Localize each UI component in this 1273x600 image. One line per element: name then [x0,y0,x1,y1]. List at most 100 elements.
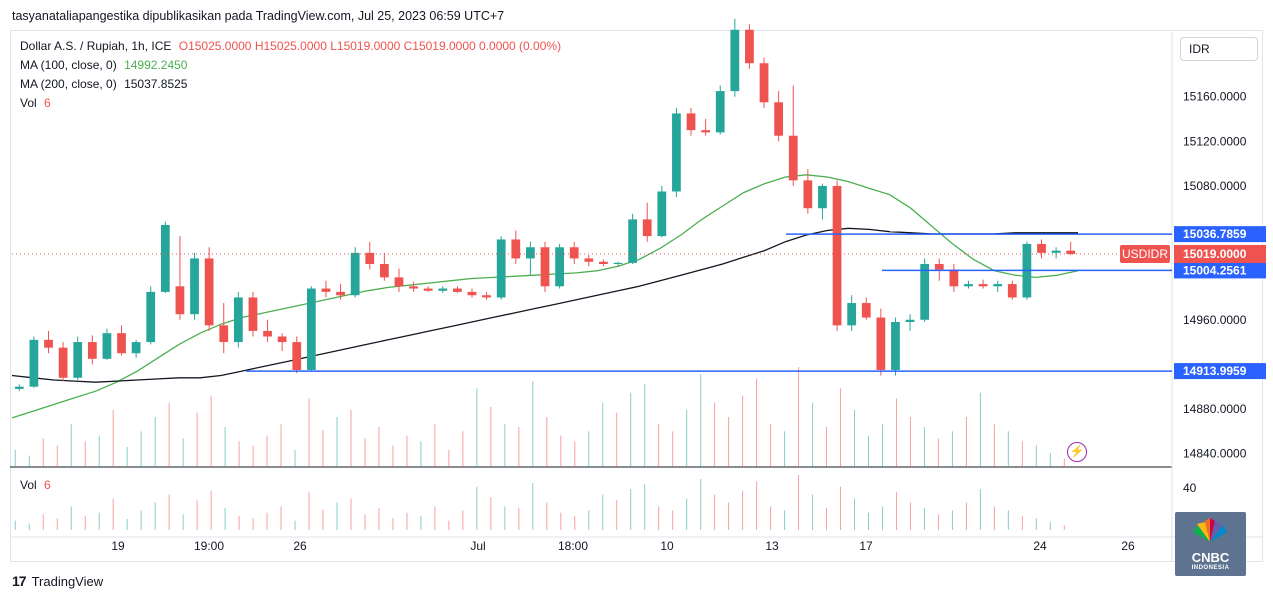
volume-overlay-bar [798,367,800,467]
candle-body [350,252,360,296]
volume-bar [923,508,925,530]
volume-pane-legend: Vol 6 [20,478,51,492]
volume-bar [504,506,506,530]
time-tick-label: 17 [859,539,873,553]
volume-bar [895,492,897,530]
candle-body [949,269,959,287]
candle-body [102,333,112,359]
candle-body [175,286,185,315]
volume-bar [1049,522,1051,530]
candle-body [964,284,973,287]
candle-body [584,258,594,262]
lightning-icon[interactable]: ⚡ [1067,442,1087,462]
volume-bar [1063,525,1065,530]
volume-bar [979,489,981,530]
volume-overlay-bar [392,445,394,467]
volume-overlay-bar [672,431,674,467]
candle-body [774,102,784,136]
volume-bar [672,510,674,530]
volume-overlay-bar [1063,458,1065,467]
candle-body [190,258,199,315]
volume-pane-value: 6 [44,478,51,492]
volume-overlay-bar [630,392,632,467]
volume-overlay-bar [112,409,114,467]
volume-bar [658,506,660,530]
candle-body [555,247,564,287]
volume-overlay-bar [308,398,310,467]
volume-bar [1021,515,1023,530]
time-tick-label: 24 [1033,539,1047,553]
tradingview-mark-icon: 17 [12,573,27,589]
time-tick-label: 26 [1121,539,1135,553]
volume-overlay-bar [644,384,646,467]
volume-bar [14,520,16,530]
chart-frame [10,30,1263,562]
legend-ma100-value: 14992.2450 [124,58,188,72]
tradingview-logo[interactable]: 17 TradingView [12,573,103,589]
candle-body [336,291,345,296]
legend-vol-label[interactable]: Vol [20,96,37,110]
volume-overlay-bar [168,402,170,467]
candle-body [1051,250,1061,253]
candle-body [482,295,491,298]
legend-symbol[interactable]: Dollar A.S. / Rupiah, 1h, ICE [20,39,172,53]
candle-body [891,322,900,370]
candle-body [759,63,769,103]
cnbc-logo: CNBC INDONESIA [1175,512,1246,576]
volume-overlay-bar [784,431,786,467]
candle-body [715,91,725,133]
volume-bar [336,502,338,530]
candle-body [847,303,857,326]
volume-overlay-bar [14,449,16,467]
volume-bar [350,498,352,530]
candle-body [160,224,170,292]
volume-overlay-bar [574,441,576,467]
currency-selector[interactable]: IDR [1180,37,1258,61]
volume-bar [378,508,380,530]
candle-body [934,264,944,270]
cnbc-peacock-icon [1193,518,1227,542]
candle-body [14,386,24,389]
candle-body [248,297,258,331]
volume-overlay-bar [546,417,548,467]
volume-overlay-bar [756,378,758,467]
candle-body [511,239,521,259]
candle-body [1066,250,1076,254]
volume-bar [392,518,394,530]
volume-bar [140,510,142,530]
volume-overlay-bar [154,417,156,467]
volume-bar [546,502,548,530]
symbol-tag-label: USDIDR [1122,247,1168,261]
volume-overlay-bar [28,455,30,467]
candle-body [540,247,550,287]
candle-body [672,113,681,192]
volume-bar [965,502,967,530]
volume-bar [812,494,814,530]
volume-overlay-bar [714,402,716,467]
volume-overlay-bar [504,424,506,467]
volume-bar [224,508,226,530]
volume-bar [182,514,184,530]
volume-overlay-bar [56,445,58,467]
volume-overlay-bar [476,388,478,467]
volume-bar [770,506,772,530]
volume-overlay-bar [588,431,590,467]
volume-overlay-bar [560,435,562,467]
volume-bar [854,498,856,530]
volume-bar [756,481,758,530]
legend-ma200-label[interactable]: MA (200, close, 0) [20,77,117,91]
level-price-tag [1174,262,1266,279]
candle-body [905,319,915,322]
legend-ma100-label[interactable]: MA (100, close, 0) [20,58,117,72]
volume-overlay-bar [867,435,869,467]
candle-body [569,247,579,259]
volume-pane-label[interactable]: Vol [20,478,37,492]
volume-overlay-bar [728,417,730,467]
legend-ma100-row: MA (100, close, 0) 14992.2450 [20,58,187,72]
volume-bar [280,506,282,530]
last-price-label: 15019.0000 [1183,247,1247,261]
cnbc-logo-subtext: INDONESIA [1191,565,1230,571]
tradingview-logo-text: TradingView [31,573,104,589]
candle-body [453,288,462,292]
